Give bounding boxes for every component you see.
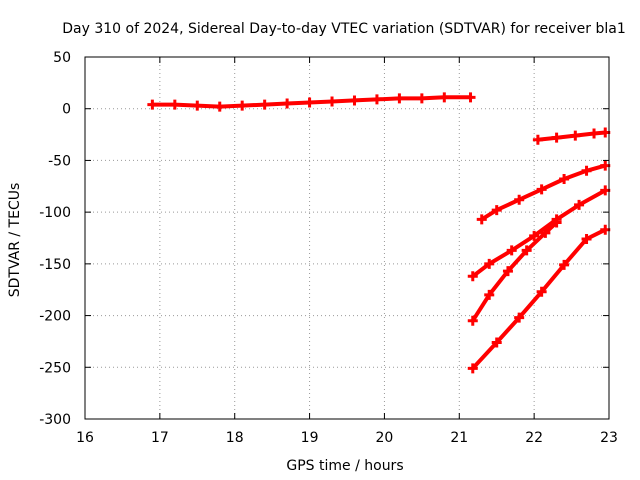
data-point — [282, 98, 293, 109]
x-tick-label: 19 — [301, 430, 319, 446]
data-point — [416, 93, 427, 104]
data-point — [467, 363, 478, 374]
data-series — [147, 92, 611, 374]
data-point — [536, 286, 547, 297]
data-point — [589, 128, 600, 139]
data-point — [327, 96, 338, 107]
y-tick-label: -300 — [39, 412, 71, 428]
x-tick-label: 17 — [151, 430, 169, 446]
x-tick-label: 21 — [450, 430, 468, 446]
data-point — [551, 132, 562, 143]
data-point — [192, 100, 203, 111]
chart-title: Day 310 of 2024, Sidereal Day-to-day VTE… — [62, 21, 625, 37]
data-point — [502, 266, 513, 277]
data-point — [581, 234, 592, 245]
data-point — [214, 101, 225, 112]
x-tick-label: 16 — [76, 430, 94, 446]
x-tick-label: 22 — [525, 430, 543, 446]
y-tick-label: 0 — [62, 102, 71, 118]
data-point — [467, 271, 478, 282]
data-point — [491, 337, 502, 348]
data-point — [484, 258, 495, 269]
data-point — [514, 194, 525, 205]
axis-ticks: 16 17 18 19 20 21 22 23 50 0 -50 -100 -150 -200 -250 -3… — [39, 50, 618, 446]
data-point — [394, 93, 405, 104]
y-tick-label: -50 — [48, 153, 71, 169]
y-tick-label: -150 — [39, 257, 71, 273]
data-point — [484, 289, 495, 300]
x-tick-label: 23 — [600, 430, 618, 446]
y-tick-label: -100 — [39, 205, 71, 221]
data-point — [147, 99, 158, 110]
data-point — [371, 94, 382, 105]
data-point — [304, 97, 315, 108]
x-axis-label: GPS time / hours — [286, 458, 403, 474]
data-point — [259, 99, 270, 110]
x-tick-label: 18 — [226, 430, 244, 446]
data-point — [574, 199, 585, 210]
data-point — [169, 99, 180, 110]
data-point — [506, 245, 517, 256]
series-line — [470, 220, 559, 323]
data-point — [237, 100, 248, 111]
data-point — [559, 259, 570, 270]
y-tick-label: -250 — [39, 360, 71, 376]
data-point — [581, 165, 592, 176]
data-point — [559, 174, 570, 185]
data-point — [540, 227, 551, 238]
data-point — [521, 245, 532, 256]
data-point — [439, 92, 450, 103]
data-point — [467, 315, 478, 326]
data-point — [514, 312, 525, 323]
y-axis-label: SDTVAR / TECUs — [7, 183, 23, 298]
data-point — [551, 217, 562, 228]
plot-frame — [84, 56, 610, 420]
series-line — [470, 227, 608, 371]
data-point — [536, 184, 547, 195]
data-point — [491, 205, 502, 216]
data-point — [532, 134, 543, 145]
x-tick-label: 20 — [376, 430, 394, 446]
data-point — [529, 230, 540, 241]
y-tick-label: 50 — [53, 50, 71, 66]
data-point — [570, 130, 581, 141]
data-point — [465, 92, 476, 103]
data-point — [476, 214, 487, 225]
data-point — [349, 95, 360, 106]
y-tick-label: -200 — [39, 309, 71, 325]
